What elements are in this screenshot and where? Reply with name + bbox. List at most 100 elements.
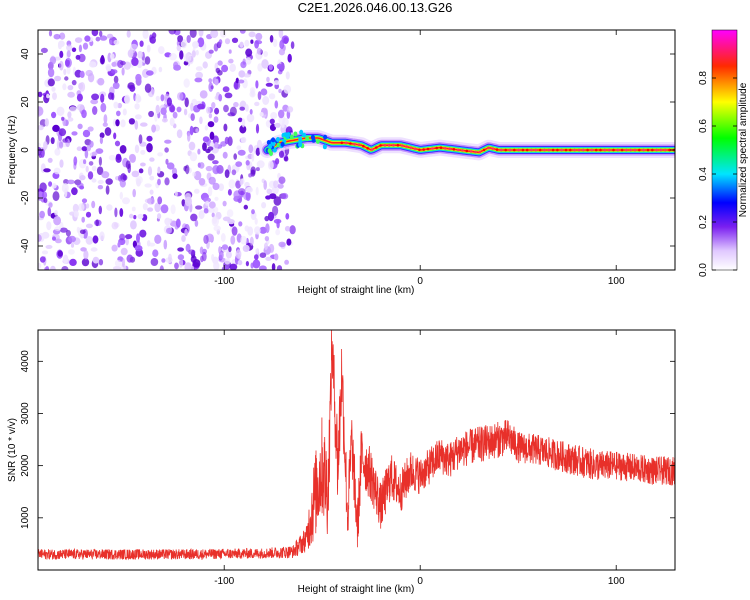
noise-speckle bbox=[240, 61, 247, 69]
ridge-blob bbox=[280, 141, 285, 147]
noise-speckle bbox=[85, 69, 93, 77]
noise-speckle bbox=[114, 207, 118, 218]
noise-speckle bbox=[155, 104, 160, 114]
noise-speckle bbox=[132, 188, 136, 198]
noise-speckle bbox=[198, 178, 206, 186]
noise-speckle bbox=[257, 63, 263, 72]
noise-speckle bbox=[64, 76, 69, 81]
noise-speckle bbox=[207, 186, 213, 197]
noise-speckle bbox=[176, 106, 182, 113]
ridge-peak bbox=[478, 150, 482, 154]
noise-speckle bbox=[195, 128, 199, 133]
noise-speckle bbox=[219, 30, 227, 38]
noise-speckle bbox=[199, 116, 203, 125]
noise-speckle bbox=[38, 262, 42, 269]
ridge-peak bbox=[517, 148, 520, 152]
noise-speckle bbox=[129, 84, 136, 92]
noise-speckle bbox=[52, 92, 57, 100]
noise-speckle bbox=[202, 136, 210, 143]
ridge-peak bbox=[444, 147, 447, 150]
noise-speckle bbox=[190, 113, 195, 121]
noise-speckle bbox=[62, 138, 68, 143]
noise-speckle bbox=[224, 136, 230, 145]
noise-speckle bbox=[225, 250, 232, 259]
noise-speckle bbox=[52, 236, 56, 241]
noise-speckle bbox=[43, 141, 48, 150]
noise-speckle bbox=[41, 191, 48, 199]
noise-speckle bbox=[274, 100, 279, 109]
noise-speckle bbox=[238, 79, 245, 84]
noise-speckle bbox=[126, 30, 131, 38]
noise-speckle bbox=[38, 234, 42, 242]
noise-speckle bbox=[265, 256, 272, 261]
ridge-blob bbox=[266, 140, 271, 145]
noise-speckle bbox=[149, 36, 156, 44]
noise-speckle bbox=[78, 53, 86, 63]
x-tick-label: 100 bbox=[608, 576, 625, 587]
ridge-peak bbox=[508, 148, 512, 152]
noise-speckle bbox=[212, 160, 219, 165]
noise-speckle bbox=[102, 122, 108, 127]
ridge-peak bbox=[426, 147, 430, 151]
noise-speckle bbox=[160, 204, 169, 214]
ridge-peak bbox=[370, 148, 374, 151]
noise-speckle bbox=[161, 118, 168, 123]
noise-speckle bbox=[210, 30, 219, 38]
noise-speckle bbox=[41, 231, 50, 239]
ridge-blob bbox=[298, 142, 303, 148]
noise-speckle bbox=[221, 244, 229, 251]
noise-speckle bbox=[73, 156, 78, 166]
noise-speckle bbox=[105, 185, 110, 195]
noise-speckle bbox=[71, 79, 77, 86]
noise-speckle bbox=[214, 78, 219, 86]
noise-speckle bbox=[194, 77, 203, 83]
noise-speckle bbox=[71, 131, 78, 136]
colorbar-tick-label: 0.0 bbox=[698, 263, 709, 277]
noise-speckle bbox=[172, 111, 178, 119]
noise-speckle bbox=[64, 187, 68, 198]
noise-speckle bbox=[255, 80, 259, 89]
noise-speckle bbox=[130, 220, 137, 230]
noise-speckle bbox=[169, 105, 176, 113]
noise-speckle bbox=[240, 235, 248, 245]
noise-speckle bbox=[76, 182, 84, 188]
noise-speckle bbox=[113, 266, 121, 270]
x-tick-label: -100 bbox=[214, 576, 234, 587]
noise-speckle bbox=[150, 258, 159, 266]
noise-speckle bbox=[129, 154, 136, 163]
noise-speckle bbox=[79, 229, 86, 235]
noise-speckle bbox=[80, 247, 87, 252]
noise-speckle bbox=[81, 109, 87, 119]
noise-speckle bbox=[180, 39, 187, 49]
noise-speckle bbox=[142, 203, 148, 211]
noise-speckle bbox=[228, 246, 232, 253]
noise-speckle bbox=[138, 134, 143, 144]
ridge-peak bbox=[340, 141, 344, 145]
noise-speckle bbox=[172, 173, 178, 180]
noise-speckle bbox=[223, 123, 228, 132]
noise-speckle bbox=[82, 42, 89, 50]
noise-speckle bbox=[177, 92, 184, 101]
noise-speckle bbox=[76, 104, 84, 111]
noise-speckle bbox=[192, 41, 199, 49]
noise-speckle bbox=[121, 67, 125, 76]
noise-speckle bbox=[55, 238, 62, 244]
noise-speckle bbox=[205, 200, 210, 206]
noise-speckle bbox=[226, 209, 234, 218]
ridge-peak bbox=[400, 144, 404, 147]
noise-speckle bbox=[184, 262, 192, 270]
noise-speckle bbox=[110, 69, 118, 74]
noise-speckle bbox=[149, 157, 155, 162]
noise-speckle bbox=[59, 50, 64, 59]
noise-speckle bbox=[119, 179, 126, 188]
noise-speckle bbox=[250, 39, 254, 44]
noise-speckle bbox=[179, 50, 184, 60]
noise-speckle bbox=[212, 182, 220, 191]
noise-speckle bbox=[243, 204, 248, 210]
noise-speckle bbox=[184, 228, 188, 237]
ridge-peak bbox=[521, 148, 525, 152]
noise-speckle bbox=[154, 112, 158, 122]
noise-speckle bbox=[237, 260, 243, 266]
noise-speckle bbox=[119, 208, 124, 217]
